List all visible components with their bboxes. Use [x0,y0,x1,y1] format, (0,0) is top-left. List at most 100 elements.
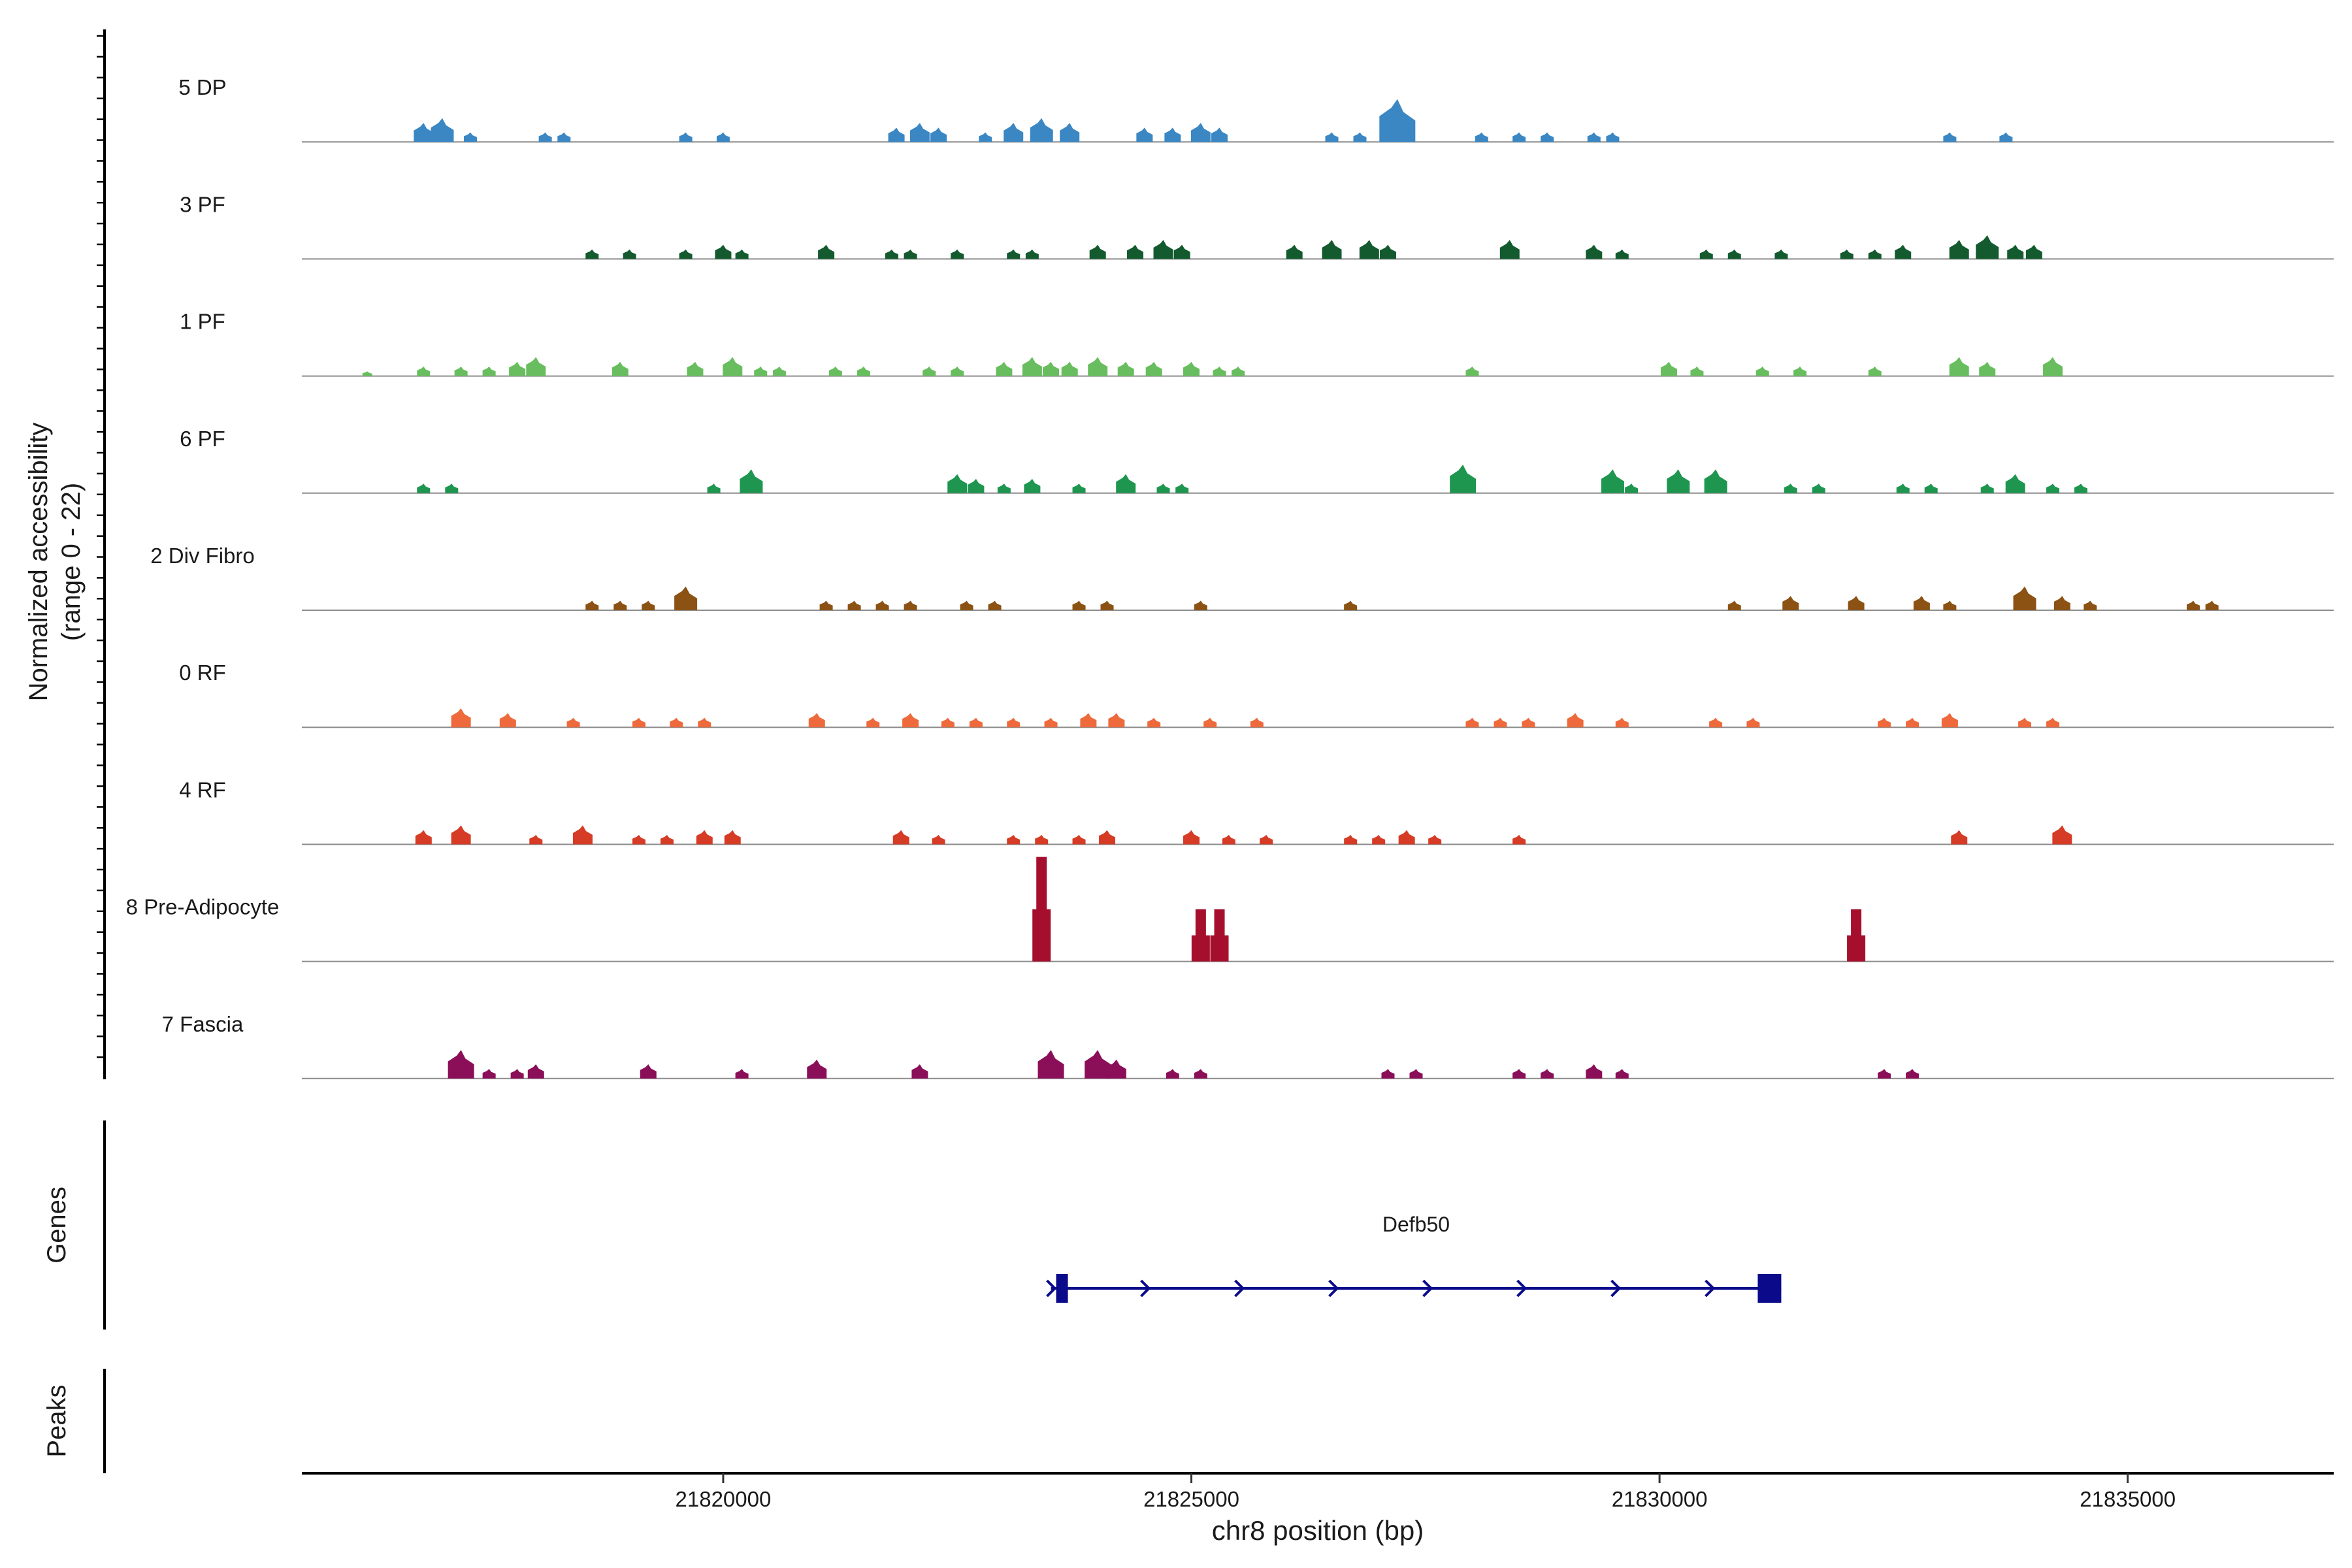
coverage-peak [1812,483,1825,493]
coverage-peak [1043,361,1060,376]
coverage-peak [2083,600,2097,610]
coverage-peak [1976,235,1999,259]
coverage-peak [451,825,471,845]
coverage-peak [613,600,627,610]
coverage-peak [1709,717,1723,728]
coverage-peak [1379,244,1396,259]
coverage-peak [1250,717,1264,728]
coverage-peak [696,830,713,845]
coverage-peak [909,123,930,142]
coverage-tracks: 5 DP 3 PF 1 PF 6 PF 2 Div Fibro 0 RF 4 RF 8 Pre… [126,75,2334,1079]
coverage-peak [1848,596,1865,610]
coverage-peak [904,600,917,610]
coverage-peak [1353,132,1367,142]
coverage-peak [1286,244,1303,259]
coverage-peak [930,127,947,142]
coverage-peak [1072,483,1086,493]
coverage-peak [2052,825,2072,845]
coverage-peak [585,249,599,259]
coverage-peak [1232,367,1245,376]
coverage-peak [1512,834,1526,845]
coverage-peak [670,717,683,728]
coverage-peak [1512,132,1526,142]
coverage-peak [632,717,645,728]
coverage-peak [1512,1069,1526,1079]
coverage-peak [2053,596,2070,610]
coverage-peak [1210,909,1229,962]
coverage-peak [1999,132,2013,142]
coverage-peak [1943,132,1957,142]
coverage-peak [772,367,786,376]
coverage-peak [1615,717,1629,728]
x-axis-ticks: 21820000 21825000 21830000 21835000 [676,1473,2176,1511]
coverage-peak [679,132,693,142]
coverage-peak [417,367,431,376]
coverage-peak [1211,127,1228,142]
track-label: 2 Div Fibro [150,544,255,568]
coverage-peak [2025,244,2042,259]
coverage-peak [1606,132,1620,142]
coverage-peak [1428,834,1442,845]
coverage-peak [1035,834,1049,845]
track-3-pf: 3 PF [180,192,2334,260]
coverage-peak [1475,132,1488,142]
coverage-peak [1145,361,1162,376]
coverage-peak [819,600,833,610]
coverage-peak [1494,717,1507,728]
coverage-peak [526,357,546,376]
coverage-peak [1372,834,1386,845]
y-axis-label-range: (range 0 - 22) [57,483,86,641]
coverage-peak [1878,1069,1891,1079]
coverage-peak [1906,1069,1919,1079]
coverage-peak [538,132,552,142]
coverage-peak [1941,713,1958,728]
coverage-peak [499,713,516,728]
coverage-peak [847,600,861,610]
coverage-peak [1072,834,1086,845]
coverage-peak [529,834,543,845]
coverage-peak [997,483,1011,493]
coverage-peak [642,600,655,610]
coverage-peak [1060,123,1080,142]
coverage-peak [1625,483,1639,493]
coverage-peak [1007,834,1021,845]
coverage-peak [1704,469,1727,493]
peaks-track-label: Peaks [42,1384,71,1457]
x-tick-label: 21820000 [676,1487,772,1511]
coverage-peak [951,367,964,376]
coverage-peak [1024,478,1041,493]
coverage-peak [857,367,870,376]
coverage-peak [2205,600,2219,610]
track-0-rf: 0 RF [179,661,2334,728]
coverage-peak [1895,244,1912,259]
track-5-dp: 5 DP [178,75,2334,143]
coverage-peak [988,600,1002,610]
coverage-peak [904,249,917,259]
y-axis [97,29,106,1079]
coverage-peak [1587,132,1601,142]
coverage-peak [951,249,964,259]
coverage-peak [1868,249,1882,259]
track-label: 4 RF [179,777,226,802]
coverage-peak [510,1069,524,1079]
coverage-peak [1061,361,1078,376]
coverage-peak [566,717,580,728]
coverage-peak [1203,717,1217,728]
coverage-peak [417,483,431,493]
coverage-peak [1153,240,1173,259]
coverage-peak [1878,717,1891,728]
coverage-peak [431,118,454,142]
coverage-peak [1117,361,1134,376]
coverage-peak [754,367,768,376]
coverage-peak [445,483,459,493]
coverage-peak [362,371,372,376]
genes-track-label: Genes [42,1186,71,1264]
x-tick-label: 21830000 [1612,1487,1708,1511]
coverage-peak [1409,1069,1423,1079]
coverage-peak [1979,361,1996,376]
strand-arrow [1422,1279,1433,1298]
coverage-peak [2018,717,2032,728]
gene-model-defb50 [1046,1274,1782,1303]
coverage-peak [1030,118,1053,142]
coverage-peak [1727,600,1741,610]
